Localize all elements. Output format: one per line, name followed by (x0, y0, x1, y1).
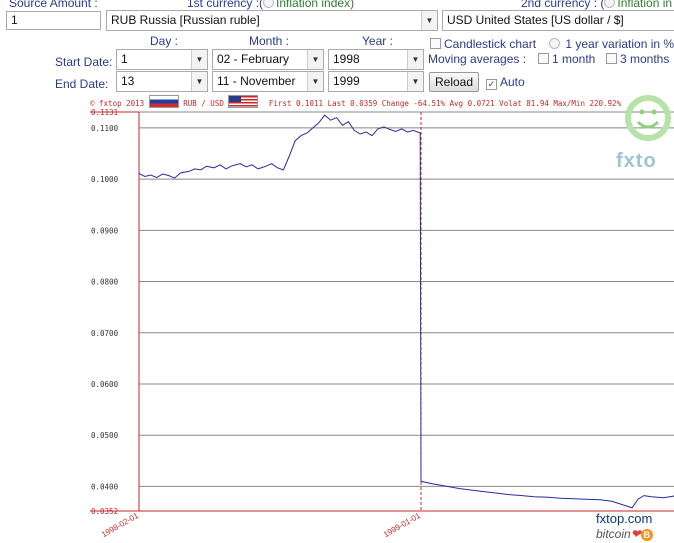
chevron-down-icon: ▼ (421, 11, 437, 30)
site-url[interactable]: fxtop.com (596, 511, 653, 526)
variation-radio[interactable] (549, 38, 560, 49)
x-tick-label: 1999-01-01 (382, 511, 422, 540)
axes (90, 111, 674, 512)
ma-3-months-option[interactable]: 3 months (606, 52, 669, 66)
grid-lines (139, 111, 674, 512)
start-day-value: 1 (121, 52, 128, 66)
ma-3-months-checkbox[interactable] (606, 53, 617, 64)
chevron-down-icon: ▼ (191, 50, 207, 69)
first-currency-text: 1st currency :( (187, 0, 264, 10)
y-tick-label: 0.1100 (91, 124, 119, 133)
end-day-value: 13 (121, 74, 135, 88)
reload-button[interactable]: Reload (429, 72, 480, 92)
first-inflation-radio[interactable] (263, 0, 275, 8)
candlestick-checkbox[interactable] (430, 38, 441, 49)
series-line (138, 114, 674, 509)
end-day-select[interactable]: 13 ▼ (116, 71, 208, 92)
to-currency-value: USD United States [US dollar / $] (447, 13, 624, 27)
start-date-label: Start Date: (55, 55, 113, 69)
y-tick-label: 0.0600 (91, 380, 119, 389)
y-tick-label: 0.0500 (91, 431, 119, 440)
from-currency-value: RUB Russia [Russian ruble] (111, 13, 260, 27)
x-tick-labels: 1998-02-01 1999-01-01 (100, 511, 422, 540)
end-month-select[interactable]: 11 - November ▼ (212, 71, 324, 92)
chart-header: © fxtop 2013 RUB / USD First 0.1011 Last… (90, 95, 621, 108)
copyright-text: fxtop 2013 (99, 99, 145, 108)
y-tick-label: 0.0352 (91, 507, 118, 516)
stats-text: First 0.1011 Last 0.0359 Change -64.51% … (268, 99, 622, 108)
auto-label: Auto (500, 75, 525, 89)
bitcoin-banner[interactable]: bitcoin❤ B (596, 527, 653, 541)
moving-averages-label: Moving averages : (428, 52, 527, 66)
auto-option[interactable]: ✓ Auto (486, 75, 525, 90)
heart-icon: ❤ (630, 527, 641, 541)
second-currency-label: 2nd currency : ( Inflation in (521, 0, 672, 10)
ma-1-month-label: 1 month (552, 52, 596, 66)
auto-checkbox[interactable]: ✓ (486, 79, 497, 90)
start-month-select[interactable]: 02 - February ▼ (212, 49, 324, 70)
first-currency-label: 1st currency :( Inflation index) (187, 0, 354, 10)
logo-text: fxto (616, 150, 657, 172)
y-tick-labels: 0.1131 0.1100 0.1000 0.0900 0.0800 0.0700 0.06… (91, 108, 119, 516)
y-tick-label: 0.1000 (91, 175, 119, 184)
candlestick-label: Candlestick chart (444, 37, 537, 51)
y-tick-label: 0.0900 (91, 226, 119, 235)
ma-3-months-label: 3 months (620, 52, 670, 66)
month-header: Month : (249, 34, 290, 48)
candlestick-option[interactable]: Candlestick chart (430, 37, 536, 51)
day-header: Day : (150, 34, 179, 48)
start-month-value: 02 - February (217, 52, 290, 66)
source-amount-label: Source Amount : (9, 0, 98, 10)
second-currency-text: 2nd currency : ( (521, 0, 605, 10)
to-currency-select[interactable]: USD United States [US dollar / $] (442, 10, 674, 31)
second-inflation-label: Inflation in (617, 0, 673, 10)
chevron-down-icon: ▼ (407, 50, 423, 69)
start-day-select[interactable]: 1 ▼ (116, 49, 208, 70)
year-header: Year : (362, 34, 393, 48)
chevron-down-icon: ▼ (407, 72, 423, 91)
end-year-select[interactable]: 1999 ▼ (328, 71, 424, 92)
y-tick-label: 0.0700 (91, 329, 119, 338)
start-year-select[interactable]: 1998 ▼ (328, 49, 424, 70)
start-year-value: 1998 (333, 52, 360, 66)
usa-flag-icon (228, 95, 259, 108)
ma-1-month-option[interactable]: 1 month (538, 52, 595, 66)
end-year-value: 1999 (333, 74, 360, 88)
first-inflation-label: Inflation index) (276, 0, 355, 10)
bitcoin-text: bitcoin (596, 527, 631, 541)
from-currency-select[interactable]: RUB Russia [Russian ruble] ▼ (106, 10, 438, 31)
fxtop-logo-icon (625, 95, 671, 141)
bitcoin-icon: B (640, 529, 653, 541)
end-month-value: 11 - November (217, 74, 296, 88)
chevron-down-icon: ▼ (307, 50, 323, 69)
copyright-icon: © (90, 99, 95, 108)
chevron-down-icon: ▼ (191, 72, 207, 91)
y-tick-label: 0.1131 (91, 108, 118, 117)
pair-text: RUB / USD (183, 99, 224, 108)
y-tick-label: 0.0400 (91, 482, 119, 491)
amount-input[interactable]: 1 (6, 11, 101, 30)
y-tick-label: 0.0800 (91, 278, 119, 287)
chevron-down-icon: ▼ (307, 72, 323, 91)
variation-label: 1 year variation in % (565, 37, 674, 51)
ma-1-month-checkbox[interactable] (538, 53, 549, 64)
end-date-label: End Date: (55, 77, 109, 91)
variation-option[interactable]: 1 year variation in % (549, 37, 674, 51)
russia-flag-icon (148, 95, 179, 108)
